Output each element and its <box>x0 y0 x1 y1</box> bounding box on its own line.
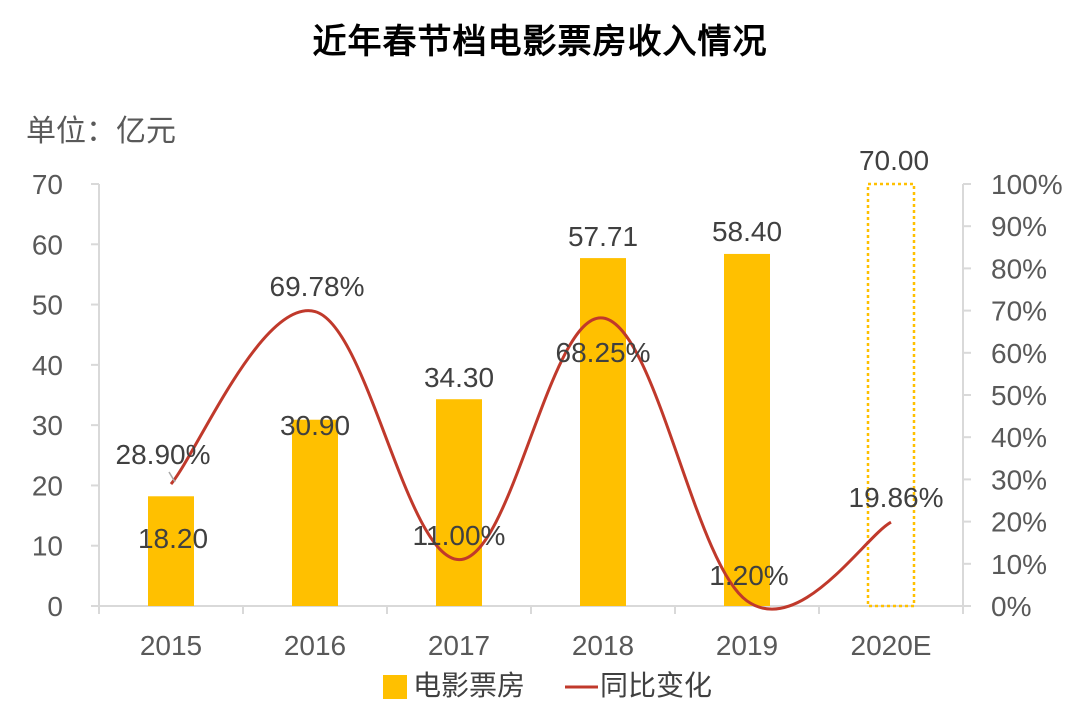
y-left-tick-label: 20 <box>32 470 63 501</box>
y-left-tick-label: 0 <box>47 591 63 622</box>
bar-data-label: 18.20 <box>138 523 208 554</box>
x-tick-label: 2018 <box>572 630 634 661</box>
line-data-label: 1.20% <box>709 560 788 591</box>
chart-title: 近年春节档电影票房收入情况 <box>312 22 768 62</box>
legend-bar-swatch <box>383 675 407 699</box>
y-right-tick-label: 50% <box>991 380 1047 411</box>
line-data-label: 68.25% <box>556 337 651 368</box>
bar <box>292 419 338 606</box>
unit-label: 单位：亿元 <box>26 114 176 149</box>
bar-data-label: 57.71 <box>568 221 638 252</box>
y-left-tick-label: 70 <box>32 169 63 200</box>
y-right-tick-label: 20% <box>991 507 1047 538</box>
bar <box>148 496 194 606</box>
line-data-label: 28.90% <box>116 439 211 470</box>
legend-bar-label: 电影票房 <box>413 669 525 702</box>
x-tick-label: 2015 <box>140 630 202 661</box>
bar-data-label: 34.30 <box>424 362 494 393</box>
y-right-tick-label: 70% <box>991 296 1047 327</box>
y-right-tick-label: 10% <box>991 549 1047 580</box>
bar-data-label: 70.00 <box>859 145 929 176</box>
y-left-tick-label: 10 <box>32 531 63 562</box>
y-left-tick-label: 30 <box>32 410 63 441</box>
line-data-label: 11.00% <box>413 520 506 551</box>
bar <box>436 399 482 606</box>
line-data-label: 19.86% <box>849 482 944 513</box>
y-right-tick-label: 0% <box>991 591 1031 622</box>
y-right-tick-label: 90% <box>991 211 1047 242</box>
y-right-tick-label: 100% <box>991 169 1063 200</box>
y-right-tick-label: 80% <box>991 253 1047 284</box>
y-right-tick-label: 40% <box>991 422 1047 453</box>
y-left-tick-label: 40 <box>32 350 63 381</box>
y-left-tick-label: 60 <box>32 229 63 260</box>
legend-line-label: 同比变化 <box>600 669 712 702</box>
x-tick-label: 2020E <box>851 630 932 661</box>
label-leader-line <box>168 471 176 483</box>
line-data-label: 69.78% <box>270 271 365 302</box>
y-right-tick-label: 60% <box>991 338 1047 369</box>
bar-data-label: 30.90 <box>280 410 350 441</box>
y-right-tick-label: 30% <box>991 464 1047 495</box>
y-left-tick-label: 50 <box>32 290 63 321</box>
bar <box>724 253 770 606</box>
bar-data-label: 58.40 <box>712 216 782 247</box>
x-tick-label: 2016 <box>284 630 346 661</box>
bar-estimated <box>866 182 916 608</box>
x-tick-label: 2017 <box>428 630 490 661</box>
x-tick-label: 2019 <box>716 630 778 661</box>
bar <box>580 258 626 606</box>
